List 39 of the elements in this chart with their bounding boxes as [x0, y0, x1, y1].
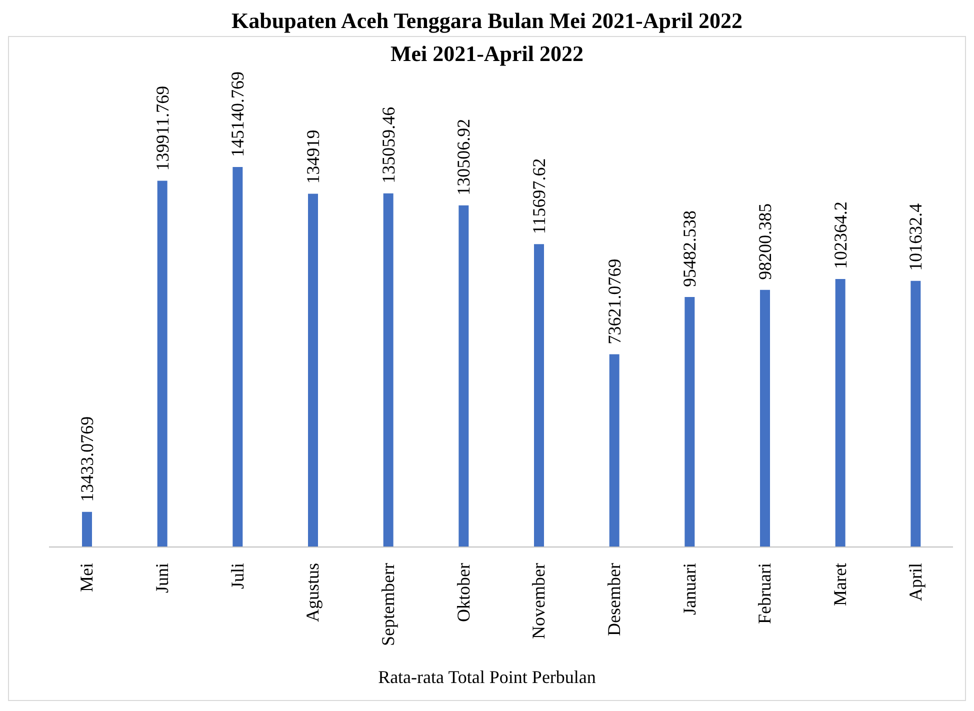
- bar: [760, 290, 770, 547]
- data-label: 130506.92: [454, 118, 474, 196]
- bar: [910, 280, 921, 547]
- data-label: 134919: [303, 130, 323, 184]
- data-label: 145140.769: [228, 72, 248, 157]
- x-tick-label: Maret: [830, 563, 850, 606]
- x-tick-label: Septemberr: [378, 562, 398, 646]
- x-tick-label: Januari: [679, 563, 700, 615]
- data-label: 73621.0769: [604, 258, 624, 344]
- x-tick-label: Oktober: [453, 562, 474, 622]
- data-label: 101632.4: [906, 203, 926, 271]
- x-tick-label: Agustus: [302, 563, 323, 622]
- bar: [157, 180, 168, 547]
- bar: [383, 193, 394, 547]
- data-label: 115697.62: [529, 158, 549, 234]
- data-label: 13433.0769: [77, 416, 97, 502]
- x-tick-label: Desember: [604, 562, 624, 636]
- bar: [308, 194, 318, 547]
- bar: [458, 205, 469, 547]
- bar: [835, 278, 846, 547]
- bar: [684, 297, 695, 547]
- x-tick-label: Mei: [76, 563, 97, 592]
- chart-title: Kabupaten Aceh Tenggara Bulan Mei 2021-April 2022: [230, 8, 744, 34]
- x-axis-title: Rata-rata Total Point Perbulan: [377, 667, 597, 688]
- x-tick-label: November: [528, 563, 549, 639]
- x-tick-label: Juli: [227, 563, 248, 590]
- data-label: 139911.769: [152, 86, 172, 171]
- chart-subtitle: Mei 2021-April 2022: [389, 41, 585, 67]
- bar: [82, 512, 92, 547]
- bar: [534, 244, 544, 547]
- data-label: 102364.2: [830, 201, 850, 269]
- x-tick-label: Februari: [754, 563, 775, 624]
- bar: [609, 354, 620, 547]
- data-label: 135059.46: [378, 106, 398, 184]
- bar: [232, 167, 243, 547]
- x-tick-label: April: [905, 563, 926, 601]
- x-tick-label: Juni: [152, 563, 172, 594]
- data-label: 95482.538: [680, 210, 700, 288]
- data-label: 98200.385: [755, 203, 775, 280]
